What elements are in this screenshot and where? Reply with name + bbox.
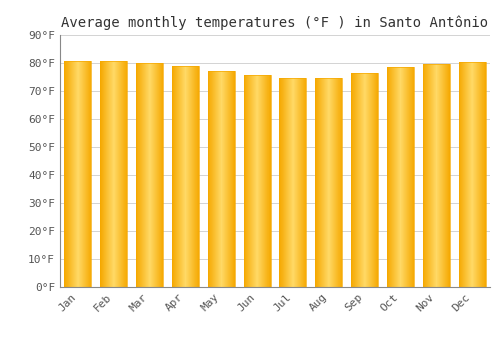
Bar [100,61,127,287]
Bar [458,62,485,287]
Bar [280,78,306,287]
Bar [244,75,270,287]
Bar [423,64,450,287]
Bar [351,74,378,287]
Bar [136,63,163,287]
Bar [172,66,199,287]
Bar [208,71,234,287]
Bar [387,67,414,287]
Title: Average monthly temperatures (°F ) in Santo Antônio: Average monthly temperatures (°F ) in Sa… [62,15,488,30]
Bar [316,78,342,287]
Bar [64,61,92,287]
